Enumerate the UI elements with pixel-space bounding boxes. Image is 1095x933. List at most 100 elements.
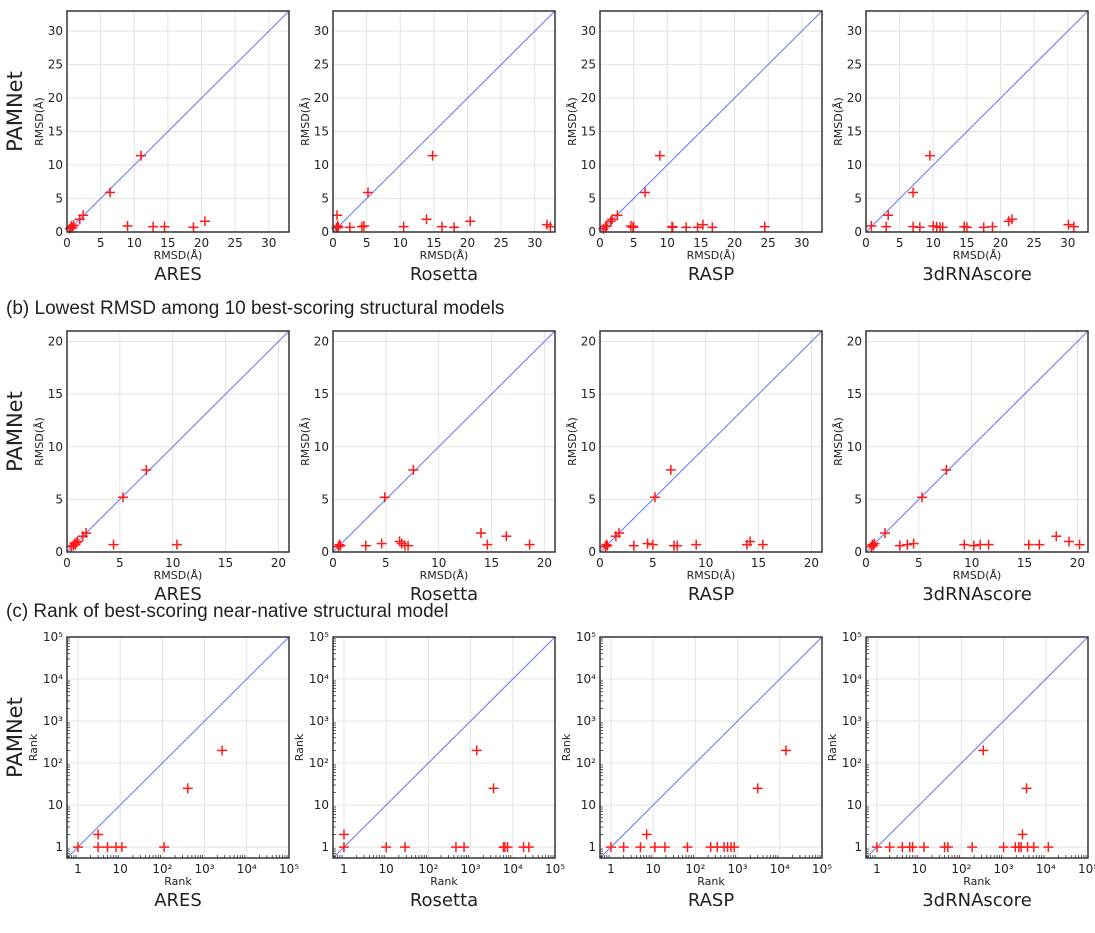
data-point (654, 150, 665, 161)
data-point (961, 222, 972, 233)
data-point (682, 842, 693, 853)
data-point (745, 536, 756, 547)
y-tick-label: 15 (314, 387, 329, 401)
x-tick-label: 5 (630, 236, 638, 250)
data-point (188, 222, 199, 233)
x-tick-label: 10 (127, 236, 142, 250)
data-point (908, 538, 919, 549)
data-point (614, 528, 625, 539)
data-point (967, 842, 978, 853)
data-point (605, 216, 616, 227)
panel-c-3drnascore: 11 10 10 10² 10² 10³ 10³ 10⁴ 10⁴ 10⁵ 10⁵ Rank Rank 3d… (826, 630, 1095, 911)
panel-c-ares: 11 10 10 10² 10² 10³ 10³ 10⁴ 10⁴ 10⁵ 10⁵ Rank Rank AR… (3, 630, 299, 911)
axes-frame (599, 330, 823, 553)
axes-frame (332, 636, 556, 859)
x-axis-label: RMSD(Å) (154, 249, 203, 262)
data-point (983, 539, 994, 550)
x-tick-label: 10⁵ (545, 862, 565, 876)
x-tick-label: 15 (218, 556, 233, 570)
data-point (1017, 829, 1028, 840)
x-tick-label: 30 (1060, 236, 1075, 250)
data-point (729, 842, 740, 853)
data-point (93, 842, 104, 853)
y-tick-label: 10 (847, 440, 862, 454)
data-point (488, 783, 499, 794)
data-point (403, 540, 414, 551)
y-tick-label: 1 (854, 840, 862, 854)
x-tick-label: 15 (693, 236, 708, 250)
x-tick-label: 10² (951, 862, 971, 876)
x-tick-label: 10 (379, 862, 394, 876)
data-point (502, 842, 513, 853)
y-tick-label: 15 (48, 125, 63, 139)
x-axis-label: RMSD(Å) (953, 249, 1002, 262)
pamnet-label: PAMNet (3, 71, 27, 152)
method-title: ARES (154, 264, 202, 285)
y-axis-label: Rank (293, 733, 306, 761)
x-tick-label: 1 (607, 862, 615, 876)
y-tick-label: 15 (847, 125, 862, 139)
pamnet-label: PAMNet (3, 391, 27, 472)
x-axis-label: Rank (697, 875, 725, 888)
panel-b-3drnascore: 00 5 5 10 10 15 15 20 20 RMSD(Å) RMSD(Å) 3dRNAscore (832, 330, 1089, 605)
x-tick-label: 5 (382, 556, 390, 570)
x-tick-label: 10³ (728, 862, 748, 876)
data-point (607, 214, 618, 225)
y-tick-label: 10 (847, 158, 862, 172)
method-title: RASP (688, 584, 735, 605)
data-point (642, 538, 653, 549)
data-point (866, 220, 877, 231)
y-tick-label: 5 (321, 192, 329, 206)
row-title-b: (b) Lowest RMSD among 10 best-scoring st… (6, 298, 505, 319)
data-point (959, 539, 970, 550)
y-tick-label: 30 (314, 24, 329, 38)
data-point (868, 540, 879, 551)
y-tick-label: 25 (314, 58, 329, 72)
x-tick-label: 10³ (994, 862, 1014, 876)
diagonal-line (865, 636, 1089, 859)
y-axis-label: RMSD(Å) (566, 97, 579, 146)
panel-c-rasp: 11 10 10 10² 10² 10³ 10³ 10⁴ 10⁴ 10⁵ 10⁵ Rank Rank RA… (560, 630, 832, 911)
data-point (71, 537, 82, 548)
y-tick-label: 5 (588, 492, 596, 506)
x-tick-label: 15 (959, 236, 974, 250)
y-tick-label: 5 (588, 192, 596, 206)
data-point (635, 842, 646, 853)
x-tick-label: 10 (660, 236, 675, 250)
data-point (628, 540, 639, 551)
y-tick-label: 20 (48, 91, 63, 105)
diagonal-line (599, 330, 823, 553)
data-point (998, 842, 1009, 853)
data-point (199, 216, 210, 227)
y-tick-label: 0 (321, 225, 329, 239)
y-tick-label: 10 (48, 798, 63, 812)
panel-a-3drnascore: 00 5 5 10 10 15 15 20 20 25 25 30 30 RMSD(Å) RMSD(Å) 3d… (832, 10, 1089, 285)
data-point (78, 210, 89, 221)
data-point (476, 528, 486, 539)
method-title: 3dRNAscore (922, 264, 1032, 285)
y-tick-label: 10⁴ (309, 672, 329, 686)
x-tick-label: 10 (926, 236, 941, 250)
data-point (894, 540, 905, 551)
x-tick-label: 0 (63, 236, 71, 250)
y-axis-label: RMSD(Å) (33, 417, 46, 466)
x-axis-label: Rank (164, 875, 192, 888)
x-tick-label: 10 (165, 556, 180, 570)
x-tick-label: 10³ (195, 862, 215, 876)
y-tick-label: 10⁴ (842, 672, 862, 686)
axes-frame (865, 636, 1089, 859)
y-tick-label: 10³ (842, 714, 862, 728)
data-point (338, 842, 349, 853)
x-tick-label: 10⁴ (770, 862, 790, 876)
y-tick-label: 5 (321, 492, 329, 506)
y-tick-label: 0 (854, 545, 862, 559)
y-tick-label: 0 (55, 225, 63, 239)
data-point (640, 187, 651, 198)
x-tick-label: 20 (537, 556, 552, 570)
data-point (335, 540, 346, 551)
method-title: ARES (154, 584, 202, 605)
y-tick-label: 5 (55, 192, 63, 206)
x-tick-label: 30 (794, 236, 809, 250)
x-tick-label: 10⁵ (279, 862, 299, 876)
y-tick-label: 1 (321, 840, 329, 854)
